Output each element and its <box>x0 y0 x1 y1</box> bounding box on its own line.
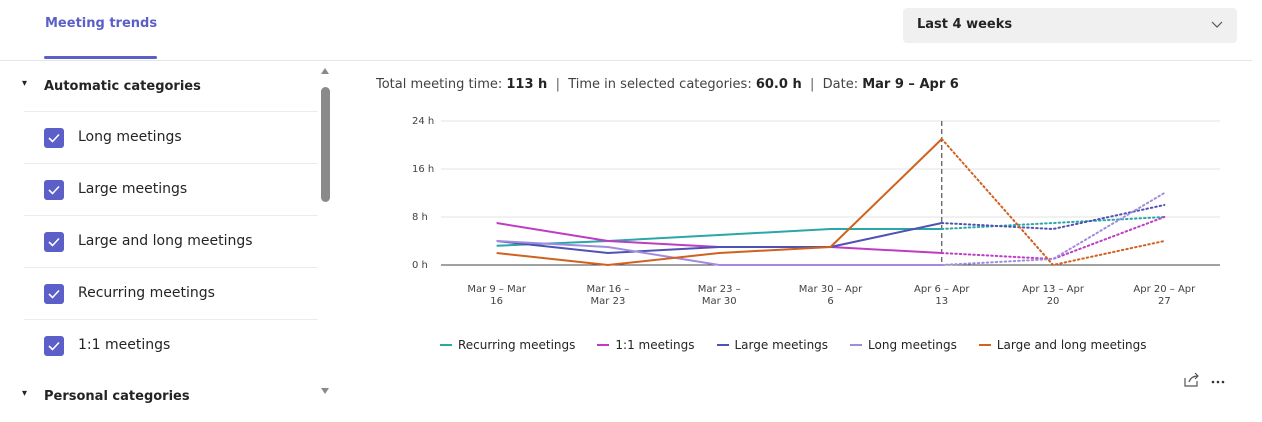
x-tick-label: Mar 23 – Mar 30 <box>697 284 741 307</box>
item-label: Recurring meetings <box>78 285 215 301</box>
checkmark <box>48 341 60 351</box>
actions[interactable] <box>1182 370 1232 390</box>
legend-item[interactable]: Long meetings <box>850 338 957 352</box>
x-tick-label: Apr 13 – Apr 20 <box>1022 284 1084 307</box>
separator: | <box>801 77 823 92</box>
category-item[interactable]: Large meetings <box>24 163 318 215</box>
forecast-line <box>940 216 1166 261</box>
y-tick-label: 24 h <box>412 116 434 127</box>
tab-indicator <box>44 56 157 59</box>
summary-label: Time in selected categories: <box>568 77 752 92</box>
forecast-line <box>940 138 1166 267</box>
dropdown-label: Last 4 weeks <box>917 17 1013 32</box>
y-tick-label: 0 h <box>412 260 428 271</box>
summary-label: Total meeting time: <box>376 77 503 92</box>
forecast-line <box>940 216 1166 230</box>
summary: Total meeting time: 113 h | Time in sele… <box>376 77 959 92</box>
legend-label: Large and long meetings <box>996 338 1147 352</box>
legend-swatch <box>597 344 610 346</box>
caret: ▾ <box>22 78 28 89</box>
forecast-line <box>940 204 1166 231</box>
x-tick-label: Mar 9 – Mar 16 <box>467 284 526 307</box>
category-item[interactable]: Long meetings <box>24 111 318 163</box>
checkbox[interactable] <box>44 180 64 200</box>
legend-item[interactable]: 1:1 meetings <box>597 338 695 352</box>
checkmark <box>48 133 60 143</box>
summary-value: Mar 9 – Apr 6 <box>862 77 959 92</box>
y-tick-label: 16 h <box>412 164 434 175</box>
group-title: Automatic categories <box>44 79 201 94</box>
checkbox[interactable] <box>44 336 64 356</box>
category-group[interactable]: ▾ Automatic categories <box>0 61 318 111</box>
category-item[interactable]: Large and long meetings <box>24 215 318 267</box>
dropdown[interactable]: Last 4 weeks <box>903 8 1237 43</box>
legend-swatch <box>850 344 863 346</box>
checkmark <box>48 237 60 247</box>
x-tick-label: Mar 16 – Mar 23 <box>586 284 630 307</box>
checkbox[interactable] <box>44 232 64 252</box>
legend-swatch <box>440 344 452 346</box>
legend-item[interactable]: Recurring meetings <box>440 338 575 352</box>
forecast-line <box>940 192 1166 266</box>
item-label: Large and long meetings <box>78 233 253 249</box>
tab[interactable]: Meeting trends <box>45 16 158 31</box>
x-tick-label: Mar 30 – Apr 6 <box>798 284 863 307</box>
x-tick-label: Apr 20 – Apr 27 <box>1133 284 1196 307</box>
chevron <box>1211 21 1223 28</box>
item-label: 1:1 meetings <box>78 337 171 353</box>
group-title: Personal categories <box>44 389 190 404</box>
sidebar: ▾ Automatic categories Long meetings Large … <box>0 61 318 422</box>
legend: Recurring meetings 1:1 meetings Large meet… <box>440 338 1147 352</box>
checkbox[interactable] <box>44 284 64 304</box>
legend-item[interactable]: Large and long meetings <box>978 338 1147 352</box>
item-label: Long meetings <box>78 129 182 145</box>
legend-item[interactable]: Large meetings <box>716 338 829 352</box>
category-item[interactable]: 1:1 meetings <box>24 319 318 371</box>
separator: | <box>547 77 569 92</box>
x-tick-label: Apr 6 – Apr 13 <box>914 284 970 307</box>
legend-label: Large meetings <box>734 338 829 352</box>
line <box>496 138 943 267</box>
legend-label: Long meetings <box>868 338 957 352</box>
item-label: Large meetings <box>78 181 188 197</box>
legend-swatch <box>978 344 991 346</box>
line <box>496 228 942 247</box>
y-tick-label: 8 h <box>412 212 428 223</box>
legend-label: Recurring meetings <box>458 338 576 352</box>
line <box>496 222 942 255</box>
summary-value: 113 h <box>506 77 548 92</box>
summary-value: 60.0 h <box>755 77 802 92</box>
line <box>496 240 942 266</box>
caret: ▾ <box>22 388 28 399</box>
summary-label: Date: <box>822 77 859 92</box>
category-item[interactable]: Recurring meetings <box>24 267 318 319</box>
checkbox[interactable] <box>44 128 64 148</box>
category-group[interactable]: ▾ Personal categories <box>0 371 318 421</box>
scrollbar[interactable] <box>321 87 330 202</box>
divider <box>0 60 1252 61</box>
checkmark <box>48 185 60 195</box>
checkmark <box>48 289 60 299</box>
legend-swatch <box>716 344 729 346</box>
legend-label: 1:1 meetings <box>615 338 695 352</box>
